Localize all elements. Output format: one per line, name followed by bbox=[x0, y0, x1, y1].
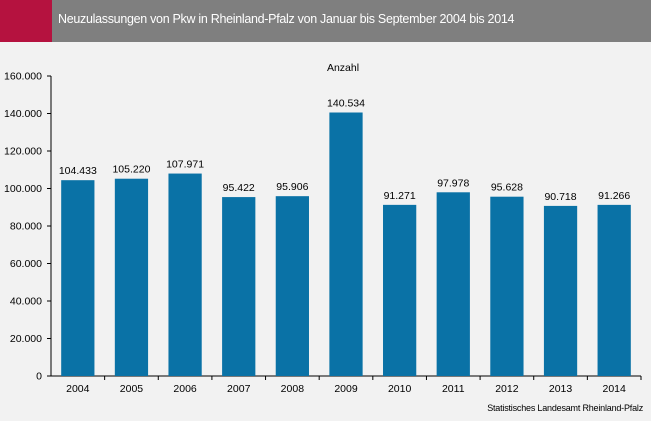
x-tick-label: 2005 bbox=[120, 383, 144, 395]
x-tick-label: 2014 bbox=[603, 383, 627, 395]
x-tick-label: 2012 bbox=[495, 383, 519, 395]
y-tick-label: 0 bbox=[36, 371, 42, 383]
bar bbox=[436, 192, 470, 376]
bar-value-label: 91.271 bbox=[384, 190, 416, 202]
y-axis-label: Anzahl bbox=[327, 62, 359, 74]
bar-value-label: 90.718 bbox=[544, 191, 576, 203]
x-tick-label: 2009 bbox=[334, 383, 358, 395]
x-tick-label: 2008 bbox=[281, 383, 305, 395]
bar bbox=[168, 173, 202, 376]
bar-value-label: 105.220 bbox=[112, 164, 150, 176]
source-note: Statistisches Landesamt Rheinland-Pfalz bbox=[487, 403, 643, 413]
bar bbox=[222, 197, 256, 376]
bar bbox=[275, 196, 309, 376]
bar-value-label: 97.978 bbox=[437, 177, 469, 189]
bar-value-label: 107.971 bbox=[166, 159, 204, 171]
bar-value-label: 95.422 bbox=[223, 182, 255, 194]
bar-value-label: 140.534 bbox=[327, 97, 365, 109]
y-tick-label: 120.000 bbox=[4, 146, 42, 158]
chart-title: Neuzulassungen von Pkw in Rheinland-Pfal… bbox=[58, 12, 515, 26]
x-tick-label: 2011 bbox=[442, 383, 465, 395]
chart-header: Neuzulassungen von Pkw in Rheinland-Pfal… bbox=[0, 0, 651, 42]
bar-value-label: 91.266 bbox=[598, 190, 630, 202]
bar bbox=[490, 196, 524, 376]
plot-area: Anzahl 0 20.000 40.000 60.000 80.000 100.000 12… bbox=[4, 62, 642, 395]
bar bbox=[61, 180, 95, 376]
bar bbox=[597, 204, 631, 376]
x-tick-label: 2004 bbox=[66, 383, 90, 395]
bar-value-label: 104.433 bbox=[59, 165, 97, 177]
bar-value-label: 95.906 bbox=[276, 181, 308, 193]
y-tick-label: 80.000 bbox=[10, 221, 42, 233]
y-tick-label: 60.000 bbox=[10, 258, 42, 270]
y-tick-label: 140.000 bbox=[4, 108, 42, 120]
x-tick-label: 2007 bbox=[227, 383, 251, 395]
y-tick-label: 20.000 bbox=[10, 333, 42, 345]
bar bbox=[114, 178, 149, 376]
bar bbox=[329, 112, 363, 376]
x-tick-label: 2006 bbox=[173, 383, 197, 395]
y-tick-label: 100.000 bbox=[4, 183, 42, 195]
bar bbox=[543, 205, 578, 376]
bar bbox=[383, 204, 417, 376]
bar-value-label: 95.628 bbox=[491, 182, 523, 194]
y-tick-label: 40.000 bbox=[10, 296, 42, 308]
header-accent-block bbox=[0, 0, 52, 42]
y-tick-label: 160.000 bbox=[4, 71, 42, 83]
x-tick-label: 2010 bbox=[388, 383, 412, 395]
x-tick-label: 2013 bbox=[549, 383, 573, 395]
